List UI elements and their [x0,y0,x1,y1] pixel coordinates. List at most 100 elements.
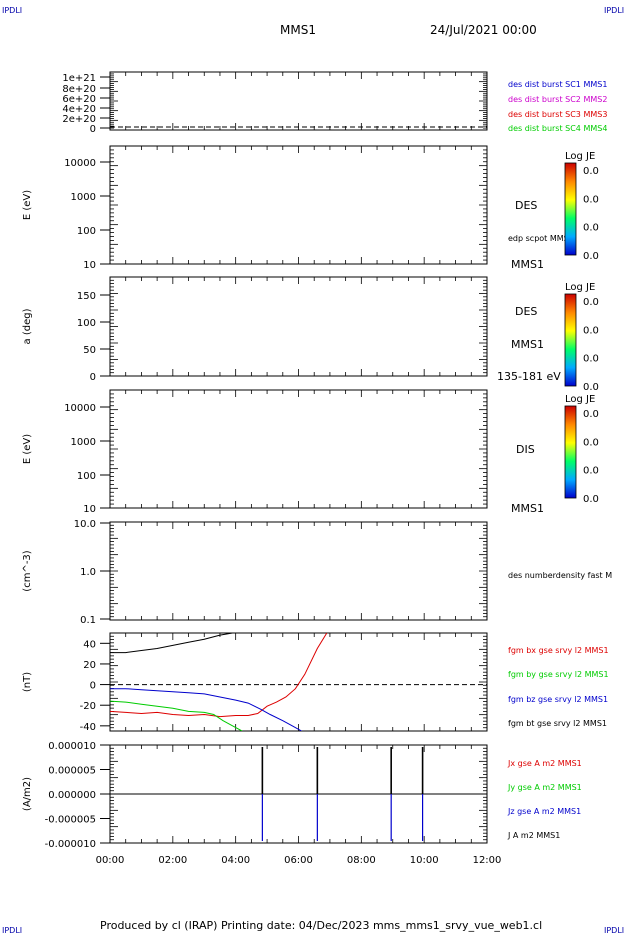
y-tick-label: 0.000005 [48,766,96,777]
y-tick-label: 2e+20 [62,114,96,125]
panel-label: MMS1 [511,338,544,351]
legend-entry: des dist burst SC1 MMS1 [508,80,607,89]
y-tick-label: 10.0 [74,519,96,530]
y-axis-label: (nT) [22,672,33,692]
y-tick-label: 0.000010 [48,741,96,752]
colorbar-tick-label: 0.0 [583,194,599,205]
colorbar-title: Log JE [565,394,595,405]
corner-label-bottom-right: IPDLI [604,926,624,934]
colorbar-tick-label: 0.0 [583,466,599,477]
y-tick-label: 10000 [64,158,96,169]
legend-entry: fgm bx gse srvy l2 MMS1 [508,646,609,655]
legend-entry: des numberdensity fast M [508,571,612,580]
y-axis-label: E (eV) [22,190,33,220]
y-tick-label: 0 [90,372,96,383]
legend-entry: des dist burst SC4 MMS4 [508,124,607,133]
colorbar [564,293,577,387]
y-tick-label: 0.1 [80,615,96,626]
y-tick-label: 1.0 [80,567,96,578]
colorbar-tick-label: 0.0 [583,354,599,365]
legend-entry: J A m2 MMS1 [507,831,560,840]
panel-label: MMS1 [511,258,544,271]
y-tick-label: 40 [83,639,96,650]
y-tick-label: 0.000000 [48,790,96,801]
y-tick-label: 0 [90,124,96,135]
legend-entry: fgm bz gse srvy l2 MMS1 [508,695,608,704]
y-tick-label: 100 [77,318,96,329]
colorbar-tick-label: 0.0 [583,382,599,393]
colorbar-tick-label: 0.0 [583,297,599,308]
panel-label: MMS1 [511,502,544,515]
y-axis-label: a (deg) [22,308,33,344]
spacecraft-title: MMS1 [280,23,316,37]
colorbar [564,405,577,499]
y-tick-label: 100 [77,226,96,237]
y-tick-label: 1000 [71,192,96,203]
y-tick-label: 10 [83,260,96,271]
x-tick-label: 04:00 [221,855,250,866]
panel-des-pitch: 150 100 50 0 a (deg) DES MMS1 135-181 eV Log JE 0… [22,276,599,393]
panel-label: edp scpot MMS1 [508,234,574,243]
colorbar-tick-label: 0.0 [583,325,599,336]
y-tick-label: 6e+20 [62,94,96,105]
panel-label: 135-181 eV [497,370,561,383]
panel-frame [109,521,488,621]
series-line-by [110,700,243,731]
panel-current: 0.000010 0.000005 0.000000 -0.000005 -0.0000… [22,741,582,866]
panel-des-energy: 10000 1000 100 10 E (eV) DES edp scpot MMS1 MMS… [22,145,599,271]
y-tick-label: -0.000010 [45,839,96,850]
y-axis-label: (cm^-3) [22,550,33,591]
x-tick-label: 00:00 [96,855,125,866]
panel-label: DES [515,199,537,212]
y-axis-label: E (eV) [22,434,33,464]
corner-label-top-right: IPDLI [604,6,624,15]
colorbar-tick-label: 0.0 [583,409,599,420]
x-tick-label: 10:00 [410,855,439,866]
y-tick-label: 50 [83,345,96,356]
colorbar-tick-label: 0.0 [583,437,599,448]
y-tick-label: 4e+20 [62,104,96,115]
footer-credit: Produced by cl (IRAP) Printing date: 04/… [100,919,542,932]
y-tick-label: -0.000005 [45,815,96,826]
corner-label-top-left: IPDLI [2,6,22,15]
y-tick-label: 8e+20 [62,84,96,95]
y-tick-label: 150 [77,291,96,302]
y-tick-label: 1000 [71,437,96,448]
panel-frame [109,71,488,131]
panel-frame [109,145,488,265]
legend-entry: Jx gse A m2 MMS1 [507,759,582,768]
colorbar-tick-label: 0.0 [583,223,599,234]
y-tick-label: 1e+21 [62,73,96,84]
panel-frame [109,632,488,732]
series-line-bz [110,688,302,731]
colorbar-tick-label: 0.0 [583,494,599,505]
x-tick-label: 08:00 [347,855,376,866]
legend-entry: des dist burst SC3 MMS3 [508,110,607,119]
x-tick-label: 02:00 [158,855,187,866]
panel-frame [109,276,488,377]
corner-label-bottom-left: IPDLI [2,926,22,934]
fgm-series-group [110,633,328,731]
colorbar-title: Log JE [565,282,595,293]
colorbar-title: Log JE [565,151,595,162]
legend-entry: fgm by gse srvy l2 MMS1 [508,670,609,679]
legend-entry: des dist burst SC2 MMS2 [508,95,607,104]
legend-entry: fgm bt gse srvy l2 MMS1 [508,719,607,728]
y-tick-label: -20 [80,701,96,712]
y-tick-label: -40 [80,722,96,733]
panel-density: 10.0 1.0 0.1 (cm^-3) des numberdensity fast … [22,519,612,626]
y-tick-label: 20 [83,660,96,671]
panel-frame [109,389,488,509]
panel-dis-energy: 10000 1000 100 10 E (eV) DIS MMS1 Log JE 0.0 0.0 0… [22,389,599,515]
legend-entry: Jz gse A m2 MMS1 [507,807,581,816]
panel-label: DES [515,305,537,318]
y-axis-label: (A/m2) [22,777,33,811]
y-tick-label: 100 [77,471,96,482]
series-line-bx [110,633,328,718]
date-title: 24/Jul/2021 00:00 [430,23,537,37]
x-tick-label: 12:00 [473,855,502,866]
colorbar-tick-label: 0.0 [583,166,599,177]
